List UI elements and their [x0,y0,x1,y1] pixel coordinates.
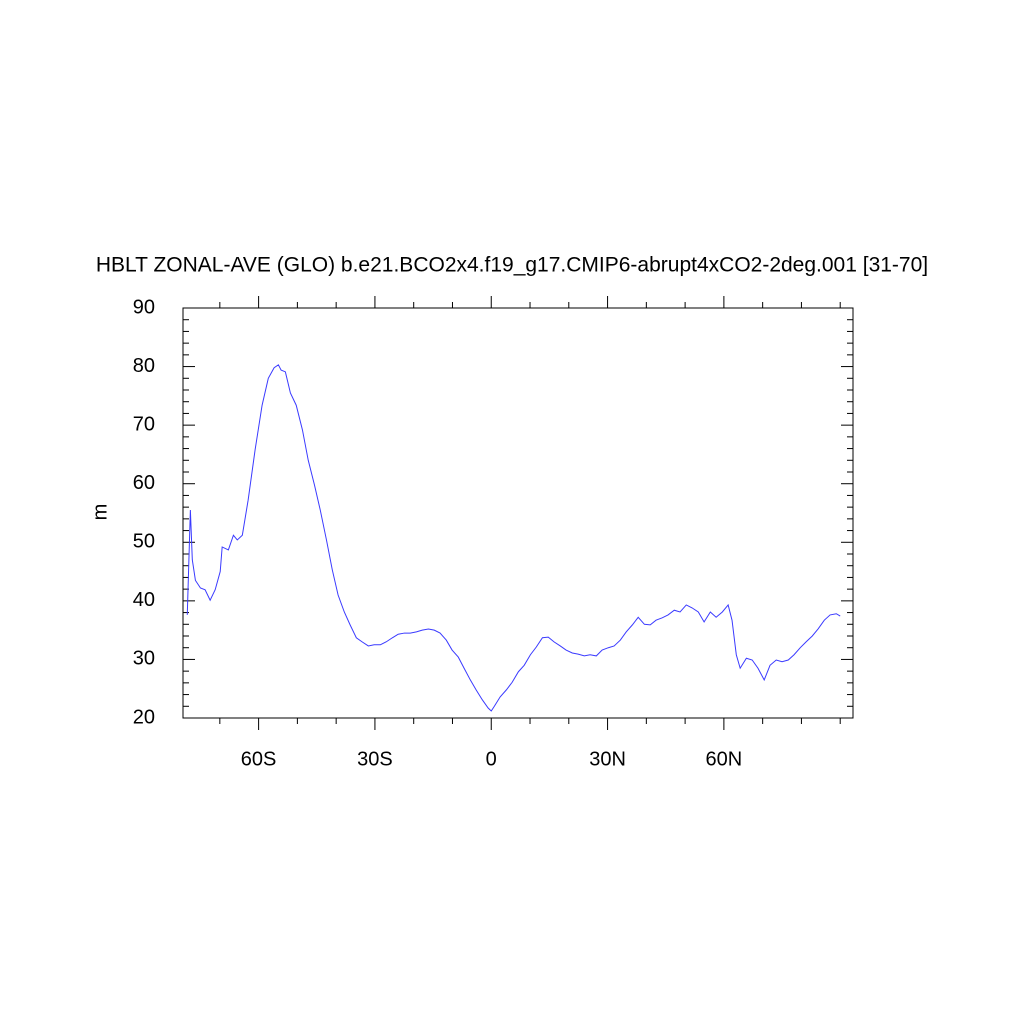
x-tick-label: 60S [241,748,277,770]
x-tick-label: 0 [486,748,497,770]
x-tick-label: 30S [357,748,393,770]
y-tick-label: 60 [133,472,155,494]
y-tick-label: 20 [133,706,155,728]
x-tick-label: 60N [706,748,743,770]
y-tick-label: 70 [133,413,155,435]
x-tick-label: 30N [589,748,626,770]
y-axis-label: m [89,504,111,521]
y-tick-label: 50 [133,531,155,553]
chart-title: HBLT ZONAL-AVE (GLO) b.e21.BCO2x4.f19_g1… [96,254,928,277]
y-tick-label: 90 [133,296,155,318]
y-tick-label: 80 [133,355,155,377]
y-tick-label: 30 [133,648,155,670]
y-tick-label: 40 [133,589,155,611]
plot-frame [182,307,854,719]
data-line [186,364,841,712]
